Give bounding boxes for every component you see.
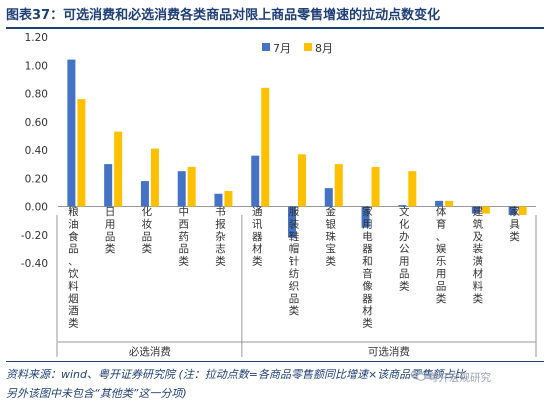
bar-jul bbox=[435, 200, 444, 207]
source-divider bbox=[6, 361, 544, 362]
bar-aug bbox=[298, 154, 306, 207]
group-label: 必选消费 bbox=[129, 345, 171, 358]
bar-jul bbox=[177, 171, 186, 207]
legend-label: 8月 bbox=[315, 42, 333, 55]
title-divider bbox=[6, 27, 544, 29]
bar-jul bbox=[214, 193, 223, 207]
bar-aug bbox=[224, 190, 233, 207]
wechat-icon bbox=[411, 369, 426, 381]
y-tick-label: 1.00 bbox=[25, 60, 48, 72]
category-label: 家具类 bbox=[509, 205, 520, 243]
category-label: 金银珠宝类 bbox=[326, 205, 337, 268]
source-note: 资料来源：wind、粤开证券研究院 (注：拉动点数=各商品零售额同比增速×该商品… bbox=[6, 365, 550, 403]
bar-aug bbox=[114, 131, 123, 207]
watermark: 粤开宏观研究 bbox=[428, 372, 491, 384]
bar-aug bbox=[261, 87, 270, 207]
y-tick-label: 0.00 bbox=[25, 202, 48, 214]
bar-jul bbox=[104, 164, 113, 207]
category-label: 体育、娱乐用品类 bbox=[436, 206, 447, 305]
bar-aug bbox=[408, 171, 417, 207]
bar-aug bbox=[481, 206, 490, 214]
y-tick-label: 1.20 bbox=[25, 32, 48, 44]
category-label: 家用电器和音像器材类 bbox=[362, 205, 373, 330]
y-tick-label: 0.20 bbox=[25, 173, 48, 185]
bar-jul bbox=[324, 188, 333, 207]
bar-aug bbox=[150, 148, 159, 207]
y-tick-label: 0.80 bbox=[25, 89, 48, 101]
bar-jul bbox=[398, 205, 407, 207]
legend-swatch bbox=[304, 43, 312, 51]
category-label: 粮油食品、饮料烟酒类 bbox=[68, 205, 79, 330]
category-label: 中西药品类 bbox=[178, 205, 189, 268]
category-label: 通讯器材类 bbox=[252, 206, 263, 268]
y-tick-label: -0.20 bbox=[21, 230, 48, 242]
bar-jul bbox=[508, 206, 517, 215]
legend-label: 7月 bbox=[273, 42, 291, 55]
category-label: 日用品类 bbox=[105, 206, 116, 255]
category-label: 书报杂志类 bbox=[215, 206, 226, 268]
category-label: 化妆品类 bbox=[142, 205, 153, 255]
category-label: 建筑及装潢材料类 bbox=[473, 205, 484, 305]
y-tick-label: -0.40 bbox=[21, 258, 48, 270]
bar-chart: 1.20 1.00 0.80 0.60 0.40 0.20 0.00 -0.20 -0.40 粮油… bbox=[21, 32, 537, 358]
group-label: 可选消费 bbox=[368, 345, 410, 358]
bar-jul bbox=[361, 206, 370, 228]
y-tick-label: 0.40 bbox=[25, 145, 48, 157]
category-label: 文化办公用品类 bbox=[399, 205, 410, 292]
bar-aug bbox=[445, 200, 454, 207]
bar-aug bbox=[334, 164, 343, 207]
bar-jul bbox=[288, 206, 296, 238]
bar-aug bbox=[187, 166, 196, 207]
bar-aug bbox=[371, 166, 380, 207]
bar-jul bbox=[471, 206, 480, 214]
category-label: 服装鞋帽针纺织品类 bbox=[289, 206, 300, 317]
bar-aug bbox=[77, 99, 86, 207]
bar-jul bbox=[67, 59, 76, 207]
bar-aug bbox=[518, 206, 527, 215]
bar-jul bbox=[140, 181, 149, 207]
source-line-2: 另外该图中未包含“其他类”这一分项) bbox=[6, 387, 187, 400]
legend-swatch bbox=[262, 43, 270, 51]
page-title: 图表37：可选消费和必选消费各类商品对限上商品零售增速的拉动点数变化 bbox=[6, 8, 441, 23]
source-line-1: 资料来源：wind、粤开证券研究院 (注：拉动点数=各商品零售额同比增速×该商品… bbox=[6, 368, 469, 381]
y-tick-label: 0.60 bbox=[25, 117, 48, 129]
bar-jul bbox=[251, 155, 260, 207]
